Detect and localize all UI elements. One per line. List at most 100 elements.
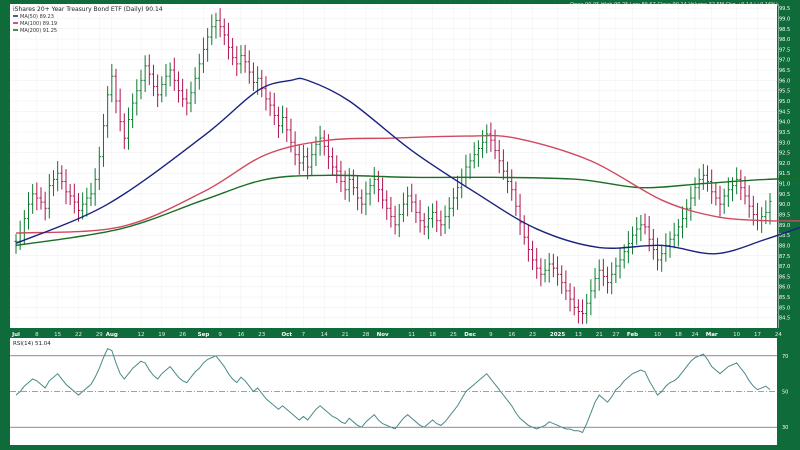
- price-y-tick: 91.0: [779, 182, 790, 188]
- ohlc-bar: [268, 91, 272, 117]
- date-tick-label: 27: [612, 332, 619, 338]
- ohlc-bar: [156, 74, 160, 108]
- price-y-tick: 88.5: [779, 233, 790, 239]
- price-y-tick: 90.0: [779, 202, 790, 208]
- date-tick-label: 21: [596, 332, 603, 338]
- date-tick-label: 19: [158, 332, 165, 338]
- ohlc-bar: [39, 187, 43, 210]
- ohlc-bar: [639, 214, 643, 242]
- ohlc-bar: [89, 182, 93, 207]
- date-x-axis: Jul 8 15 22 29 Aug 12 19 26 Sep 9 16 23 Oct 7 14 21 28 Nov…: [11, 4, 782, 338]
- price-y-axis: 84.5 85.0 85.5 86.0 86.5 87.0 87.5 88.0 88.5 89.0…: [779, 6, 790, 322]
- ohlc-bar: [701, 164, 705, 190]
- ma200-line: [15, 174, 800, 247]
- ohlc-bar: [206, 28, 210, 62]
- price-y-tick: 87.5: [779, 254, 790, 260]
- ohlc-bar: [435, 200, 439, 233]
- ohlc-bar: [555, 256, 560, 286]
- legend-ma50-label: MA(50) 89.23: [20, 14, 54, 20]
- date-tick-label: 2025: [550, 332, 565, 338]
- price-y-tick: 98.0: [779, 37, 790, 43]
- ohlc-bar: [222, 18, 226, 46]
- ohlc-bar: [272, 92, 276, 126]
- ohlc-bar: [189, 81, 193, 113]
- ohlc-bar: [355, 175, 360, 211]
- ohlc-bar: [235, 46, 239, 77]
- ohlc-bar: [535, 248, 539, 279]
- ohlc-bar: [410, 183, 414, 213]
- ohlc-bar: [251, 62, 256, 92]
- ohlc-bar: [210, 14, 214, 46]
- rsi-title: RSI(14) 51.04: [13, 341, 51, 347]
- ohlc-bar: [635, 216, 639, 245]
- ohlc-bar: [339, 160, 343, 193]
- date-tick-label: 11: [408, 332, 415, 338]
- date-tick-label: 23: [258, 332, 265, 338]
- price-y-tick: 97.5: [779, 47, 790, 53]
- ohlc-bar: [393, 205, 397, 235]
- ohlc-bar: [714, 183, 718, 206]
- rsi-y-tick: 70: [782, 354, 788, 360]
- ohlc-bar: [26, 192, 31, 230]
- ohlc-bar: [530, 240, 535, 271]
- ma100-line: [15, 134, 800, 234]
- ohlc-bar: [601, 258, 605, 287]
- ohlc-bar: [181, 78, 185, 107]
- price-gridlines: [10, 7, 777, 318]
- ohlc-bar: [226, 22, 231, 60]
- ohlc-bar: [472, 142, 476, 169]
- date-tick-label: 9: [489, 332, 493, 338]
- date-tick-label: 15: [54, 332, 61, 338]
- date-tick-label: Feb: [627, 332, 638, 338]
- legend-ma200-label: MA(200) 91.25: [20, 28, 57, 34]
- ohlc-bar: [468, 153, 472, 180]
- date-tick-label: Dec: [464, 332, 476, 338]
- ohlc-bar: [489, 122, 493, 152]
- ohlc-bar: [164, 63, 168, 97]
- date-tick-label: 16: [508, 332, 515, 338]
- legend-ma100-label: MA(100) 89.19: [20, 21, 57, 27]
- ohlc-bar: [160, 76, 164, 103]
- ohlc-bar: [476, 140, 480, 167]
- price-y-tick: 98.5: [779, 27, 790, 33]
- price-y-tick: 91.5: [779, 171, 790, 177]
- price-y-tick: 95.0: [779, 99, 790, 105]
- price-y-tick: 96.0: [779, 78, 790, 84]
- date-tick-label: 23: [529, 332, 536, 338]
- date-tick-label: 8: [35, 332, 39, 338]
- ohlc-bar: [672, 222, 676, 249]
- ohlc-bar: [281, 105, 285, 134]
- ohlc-bar: [239, 45, 243, 74]
- ohlc-bar: [610, 262, 614, 295]
- ohlc-bar: [689, 186, 693, 221]
- date-tick-label: Sep: [198, 332, 210, 338]
- ohlc-bar: [747, 185, 751, 218]
- date-tick-label: 21: [342, 332, 349, 338]
- date-tick-label: Nov: [377, 332, 389, 338]
- date-tick-label: 9: [218, 332, 222, 338]
- ohlc-bar: [539, 258, 543, 287]
- ohlc-bar: [247, 50, 251, 84]
- ohlc-bar: [297, 144, 301, 175]
- ohlc-bar: [364, 181, 368, 216]
- date-tick-label: 12: [137, 332, 144, 338]
- price-y-tick: 86.0: [779, 285, 790, 291]
- price-y-tick: 84.5: [779, 316, 790, 322]
- ohlc-bar: [480, 130, 485, 159]
- ohlc-bar: [347, 168, 351, 202]
- date-tick-label: 28: [362, 332, 369, 338]
- ohlc-bar: [439, 210, 443, 237]
- ohlc-bar: [655, 237, 660, 271]
- ohlc-bar: [447, 197, 451, 229]
- ohlc-bar: [122, 113, 126, 150]
- date-tick-label: Jul: [11, 332, 20, 338]
- ohlc-bar: [485, 124, 489, 154]
- ohlc-bar: [360, 189, 364, 214]
- ohlc-bar: [685, 199, 689, 228]
- ohlc-bar: [85, 187, 89, 217]
- ohlc-bar: [593, 268, 597, 299]
- ohlc-bar: [168, 62, 172, 87]
- date-tick-label: 18: [675, 332, 682, 338]
- ohlc-bar: [126, 107, 131, 150]
